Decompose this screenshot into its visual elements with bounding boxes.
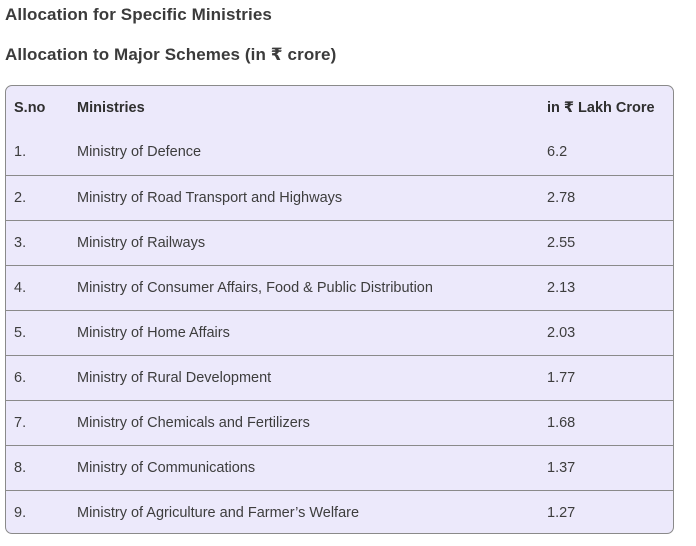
table-row: 9. Ministry of Agriculture and Farmer’s … <box>6 489 673 533</box>
cell-ministry: Ministry of Communications <box>77 444 547 490</box>
cell-ministry: Ministry of Chemicals and Fertilizers <box>77 399 547 445</box>
cell-sno: 1. <box>14 144 27 161</box>
table-row: 8. Ministry of Communications 1.37 <box>6 444 673 490</box>
allocation-table-container: S.no Ministries in ₹ Lakh Crore 1. Minis… <box>5 85 674 534</box>
cell-value: 2.78 <box>547 174 673 220</box>
cell-ministry: Ministry of Rural Development <box>77 354 547 400</box>
cell-sno: 8. <box>6 444 77 490</box>
cell-value: 1.68 <box>547 399 673 445</box>
cell-value: 2.13 <box>547 264 673 310</box>
cell-ministry: Ministry of Railways <box>77 219 547 265</box>
table-row: 6. Ministry of Rural Development 1.77 <box>6 354 673 400</box>
allocation-table: S.no Ministries in ₹ Lakh Crore 1. Minis… <box>6 86 673 533</box>
cell-ministry: Ministry of Agriculture and Farmer’s Wel… <box>77 489 547 533</box>
table-row: 3. Ministry of Railways 2.55 <box>6 219 673 265</box>
cell-sno: 3. <box>6 219 77 265</box>
table-row: 1. Ministry of Defence 6.2 <box>6 130 673 175</box>
table-row: 2. Ministry of Road Transport and Highwa… <box>6 174 673 220</box>
cell-value: 6.2 <box>547 144 568 161</box>
cell-ministry: Ministry of Consumer Affairs, Food & Pub… <box>77 264 547 310</box>
cell-sno: 5. <box>6 309 77 355</box>
header-sno: S.no <box>14 100 46 116</box>
cell-sno: 6. <box>6 354 77 400</box>
section-title: Allocation to Major Schemes (in ₹ crore) <box>5 45 337 64</box>
cell-value: 1.27 <box>547 489 673 533</box>
table-row: 5. Ministry of Home Affairs 2.03 <box>6 309 673 355</box>
cell-sno: 9. <box>6 489 77 533</box>
table-header-row: S.no Ministries in ₹ Lakh Crore <box>6 86 673 130</box>
cell-value: 2.55 <box>547 219 673 265</box>
cell-ministry: Ministry of Home Affairs <box>77 309 547 355</box>
cell-value: 2.03 <box>547 309 673 355</box>
cell-value: 1.37 <box>547 444 673 490</box>
cell-value: 1.77 <box>547 354 673 400</box>
cell-sno: 2. <box>6 174 77 220</box>
table-row: 4. Ministry of Consumer Affairs, Food & … <box>6 264 673 310</box>
cell-ministry: Ministry of Defence <box>77 144 202 161</box>
cell-sno: 4. <box>6 264 77 310</box>
cell-sno: 7. <box>6 399 77 445</box>
header-ministries: Ministries <box>77 100 145 116</box>
page-title: Allocation for Specific Ministries <box>5 5 272 24</box>
table-row: 7. Ministry of Chemicals and Fertilizers… <box>6 399 673 445</box>
header-value: in ₹ Lakh Crore <box>547 100 655 116</box>
cell-ministry: Ministry of Road Transport and Highways <box>77 174 547 220</box>
